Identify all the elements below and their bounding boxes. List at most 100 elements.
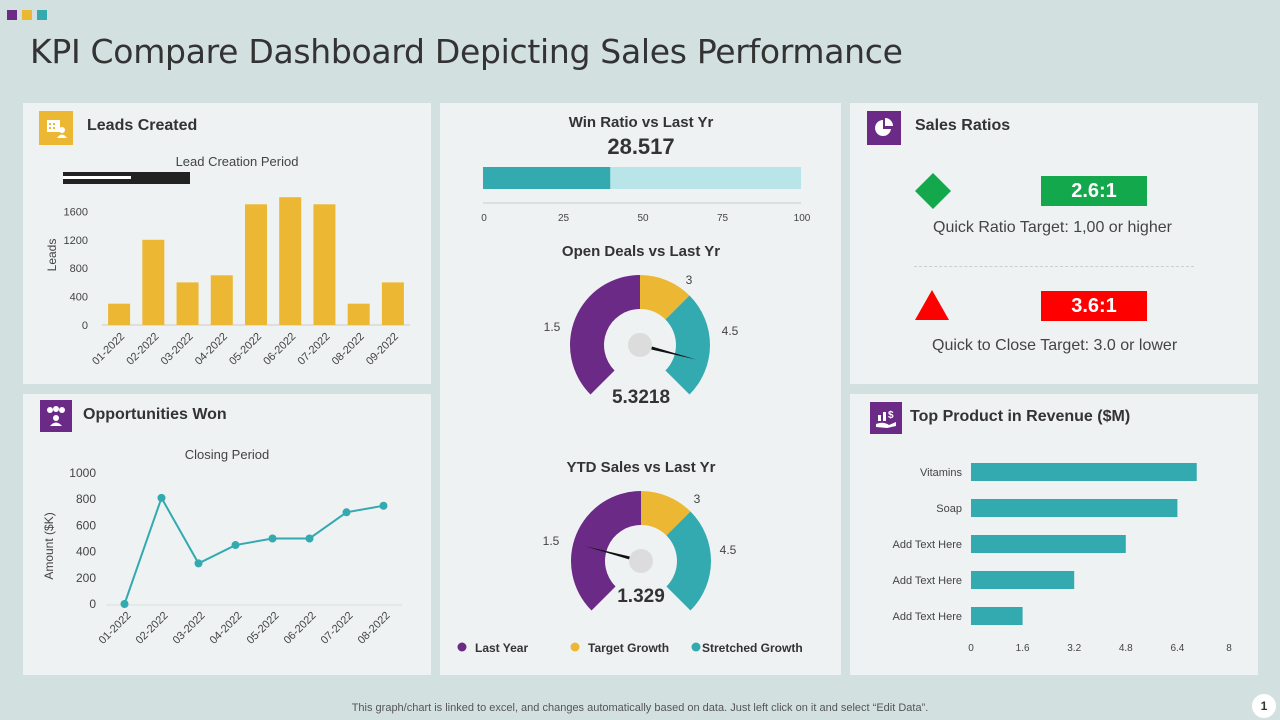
product-x-tick: 4.8 <box>1119 643 1133 654</box>
product-x-tick: 8 <box>1226 643 1232 654</box>
product-x-tick: 3.2 <box>1067 643 1081 654</box>
product-bar <box>971 499 1178 517</box>
top-product-title: Top Product in Revenue ($M) <box>910 408 1131 425</box>
product-bar <box>971 571 1075 589</box>
leads-x-tick: 01-2022 <box>90 331 127 368</box>
leads-x-tick: 03-2022 <box>159 331 196 368</box>
opportunities-y-tick: 800 <box>76 492 96 506</box>
page-title: KPI Compare Dashboard Depicting Sales Pe… <box>30 32 903 71</box>
open-deals-value: 5.3218 <box>612 387 670 408</box>
leads-x-tick: 06-2022 <box>261 331 298 368</box>
opportunities-chart-title: Closing Period <box>185 447 270 462</box>
leads-bar <box>279 197 302 325</box>
legend-stretched-growth: Stretched Growth <box>702 641 803 655</box>
opportunities-point <box>120 600 129 608</box>
opportunities-title: Opportunities Won <box>83 406 227 423</box>
leads-bar <box>108 303 131 325</box>
leads-chart-title: Lead Creation Period <box>176 154 299 169</box>
leads-x-tick: 07-2022 <box>296 331 333 368</box>
svg-text:$: $ <box>888 410 894 421</box>
gauge-segment-stretched-growth <box>666 511 711 611</box>
win-ratio-fill[interactable] <box>483 167 611 189</box>
legend-dot-last-year <box>457 642 467 652</box>
leads-bar <box>347 303 370 325</box>
ytd-label-right: 4.5 <box>720 543 737 557</box>
gauge-needle <box>651 346 697 360</box>
leads-y-tick: 1600 <box>64 206 88 218</box>
product-label: Add Text Here <box>892 611 962 623</box>
leads-chart[interactable]: Lead Creation Period Leads 0 400 800 1200 16… <box>23 103 431 384</box>
center-charts: Win Ratio vs Last Yr 28.517 0 25 50 75 100 O… <box>457 114 811 655</box>
opportunities-point <box>194 559 203 568</box>
top-product-chart[interactable]: Vitamins Soap Add Text Here Add Text Here Ad… <box>850 394 1258 675</box>
opportunities-y-tick: 200 <box>76 571 96 585</box>
opportunities-y-tick: 400 <box>76 545 96 559</box>
win-ratio-value: 28.517 <box>607 134 674 159</box>
quick-ratio-value: 2.6:1 <box>1041 176 1147 206</box>
leads-y-tick: 800 <box>70 263 88 275</box>
product-label: Add Text Here <box>892 539 962 551</box>
opportunities-x-tick: 04-2022 <box>208 610 245 647</box>
gauge-segment-target-growth <box>640 275 690 320</box>
opportunities-x-tick: 07-2022 <box>319 610 356 647</box>
opportunities-x-tick: 05-2022 <box>245 610 282 647</box>
ytd-value: 1.329 <box>617 586 665 607</box>
ratio-divider <box>914 266 1194 267</box>
opportunities-point <box>342 508 351 517</box>
win-ratio-tick: 25 <box>558 213 570 224</box>
opportunities-panel: Opportunities Won Closing Period Amount … <box>23 394 431 675</box>
opportunities-x-tick: 08-2022 <box>356 610 393 647</box>
close-ratio-text: Quick to Close Target: 3.0 or lower <box>932 337 1178 354</box>
open-deals-label-top: 3 <box>686 273 693 287</box>
team-idea-icon <box>40 400 72 432</box>
product-label: Vitamins <box>920 467 962 479</box>
decor-square-teal <box>37 10 47 20</box>
leads-bar <box>210 275 233 325</box>
ytd-label-left: 1.5 <box>543 534 560 548</box>
product-x-tick: 0 <box>968 643 974 654</box>
win-ratio-tick: 75 <box>717 213 729 224</box>
win-ratio-tick: 0 <box>481 213 487 224</box>
ytd-label-top: 3 <box>694 492 701 506</box>
leads-x-tick: 08-2022 <box>330 331 367 368</box>
open-deals-label-left: 1.5 <box>544 320 561 334</box>
opportunities-point <box>268 534 277 543</box>
opportunities-point <box>379 501 388 510</box>
opportunities-chart[interactable]: Closing Period Amount ($K) 0 200 400 600 800… <box>23 394 431 675</box>
opportunities-point <box>157 493 166 502</box>
product-label: Add Text Here <box>892 575 962 587</box>
product-bar <box>971 463 1197 481</box>
win-ratio-tick: 100 <box>794 213 811 224</box>
legend-target-growth: Target Growth <box>588 641 669 655</box>
opportunities-y-tick: 0 <box>89 597 96 611</box>
center-panel: Win Ratio vs Last Yr 28.517 0 25 50 75 100 O… <box>440 103 841 675</box>
footer-note: This graph/chart is linked to excel, and… <box>351 702 929 714</box>
leads-bar <box>381 282 404 325</box>
leads-y-tick: 1200 <box>64 235 88 247</box>
opportunities-x-tick: 03-2022 <box>171 610 208 647</box>
legend-dot-target-growth <box>570 642 580 652</box>
gauge-segment-target-growth <box>641 491 691 536</box>
pie-chart-icon <box>867 111 901 145</box>
opportunities-y-tick: 600 <box>76 518 96 532</box>
legend-last-year: Last Year <box>475 641 528 655</box>
open-deals-gauge[interactable] <box>570 275 710 395</box>
quick-ratio-text: Quick Ratio Target: 1,00 or higher <box>933 219 1172 236</box>
win-ratio-title: Win Ratio vs Last Yr <box>569 114 714 131</box>
red-triangle-icon <box>915 290 949 320</box>
ytd-sales-gauge[interactable] <box>571 491 711 611</box>
decor-square-gold <box>22 10 32 20</box>
leads-x-tick: 05-2022 <box>227 331 264 368</box>
product-x-tick: 6.4 <box>1170 643 1184 654</box>
close-ratio-value: 3.6:1 <box>1041 291 1147 321</box>
leads-bar <box>245 204 267 325</box>
gauge-hub <box>629 549 653 573</box>
opportunities-y-axis-label: Amount ($K) <box>42 512 56 579</box>
product-x-tick: 1.6 <box>1016 643 1030 654</box>
opportunities-x-tick: 02-2022 <box>134 610 171 647</box>
gauge-needle <box>584 546 630 560</box>
gauge-segment-last-year <box>570 275 640 395</box>
gauge-segment-stretched-growth <box>665 295 710 395</box>
leads-x-tick: 04-2022 <box>193 331 230 368</box>
ytd-sales-title: YTD Sales vs Last Yr <box>567 459 716 476</box>
